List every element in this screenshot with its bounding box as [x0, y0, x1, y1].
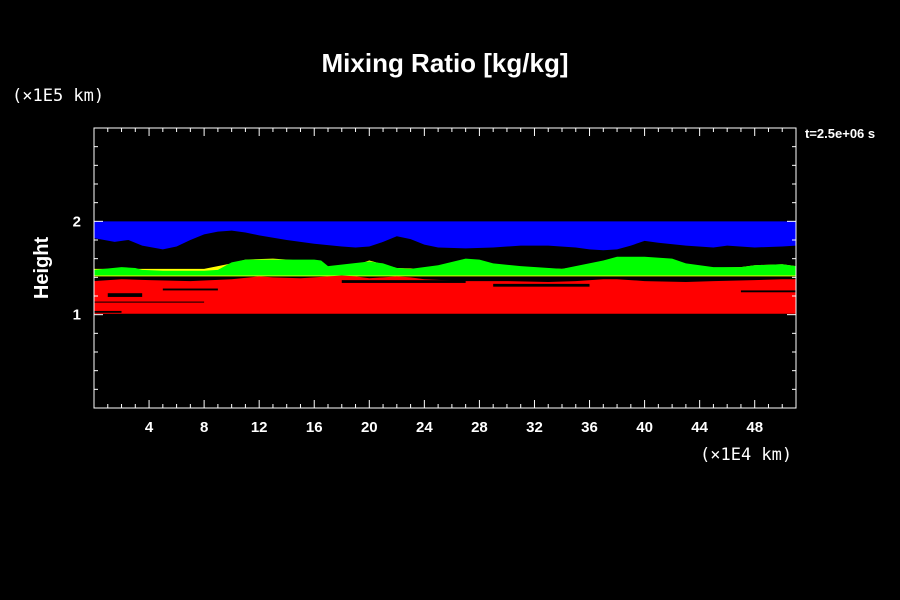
x-tick-label: 20 [361, 419, 378, 436]
time-label: t=2.5e+06 s [805, 126, 875, 141]
dark-gap [740, 290, 796, 293]
dark-gap [493, 283, 590, 287]
x-tick-label: 44 [691, 419, 708, 436]
x-tick-label: 48 [746, 419, 763, 436]
x-tick-label: 8 [200, 419, 208, 436]
x-tick-label: 12 [251, 419, 268, 436]
x-tick-label: 32 [526, 419, 543, 436]
dark-gap [94, 301, 205, 303]
y-tick-label: 1 [73, 307, 81, 324]
green-layer [94, 256, 796, 276]
red-layer [94, 275, 796, 314]
dark-gap [162, 288, 218, 291]
x-tick-label: 36 [581, 419, 598, 436]
x-tick-label: 16 [306, 419, 323, 436]
dark-gap [107, 293, 143, 297]
x-tick-label: 28 [471, 419, 488, 436]
x-tick-label: 4 [145, 419, 154, 436]
chart-title: Mixing Ratio [kg/kg] [322, 48, 569, 78]
blue-layer [94, 221, 796, 251]
gap-group [94, 280, 796, 313]
x-axis-unit: (×1E4 km) [700, 445, 792, 465]
y-axis-label: Height [31, 237, 53, 300]
y-axis-unit: (×1E5 km) [12, 86, 104, 106]
plot-frame [93, 127, 797, 409]
x-tick-label: 24 [416, 419, 433, 436]
x-tick-label: 40 [636, 419, 653, 436]
y-tick-label: 2 [73, 213, 81, 230]
dark-gap [94, 310, 122, 313]
layer-group [94, 221, 796, 314]
dark-gap [341, 280, 466, 283]
